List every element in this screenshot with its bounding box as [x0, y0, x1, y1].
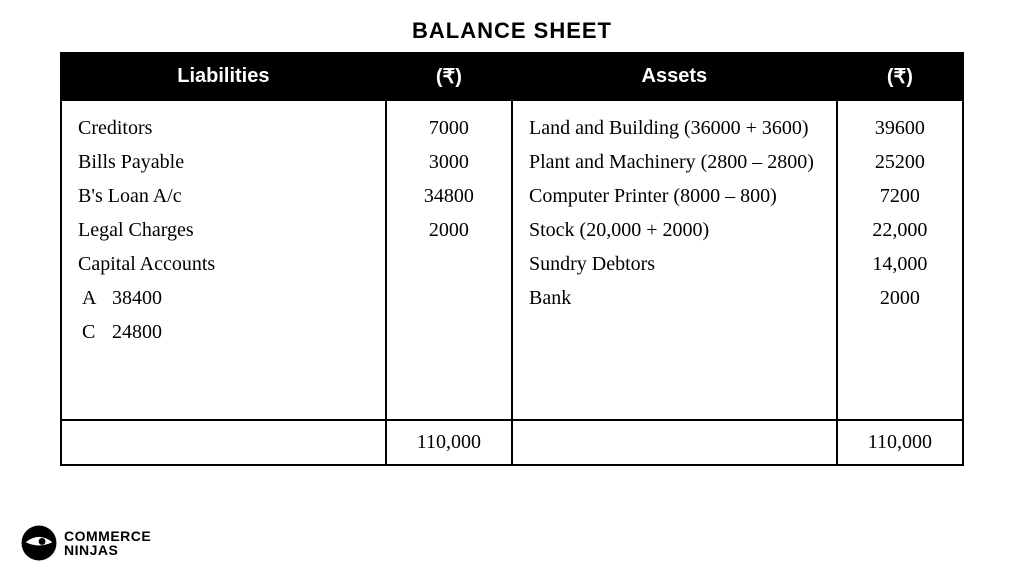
liability-label: B's Loan A/c — [78, 179, 369, 213]
asset-label: Sundry Debtors — [529, 247, 820, 281]
liability-amount — [403, 247, 495, 281]
assets-amounts-cell: 3960025200720022,00014,0002000 — [837, 100, 963, 420]
liability-amount: 3000 — [403, 145, 495, 179]
header-assets-amount: (₹) — [837, 53, 963, 100]
asset-label: Land and Building (36000 + 3600) — [529, 111, 820, 145]
header-assets: Assets — [512, 53, 837, 100]
liability-amount: 2000 — [403, 213, 495, 247]
asset-label: Stock (20,000 + 2000) — [529, 213, 820, 247]
header-liab-amount: (₹) — [386, 53, 512, 100]
asset-amount: 25200 — [854, 145, 946, 179]
capital-name: A — [82, 281, 112, 315]
capital-value: 38400 — [112, 281, 162, 315]
asset-label: Plant and Machinery (2800 – 2800) — [529, 145, 820, 179]
liability-label: Creditors — [78, 111, 369, 145]
liability-label: Legal Charges — [78, 213, 369, 247]
total-assets-label — [512, 420, 837, 465]
liability-amount: 34800 — [403, 179, 495, 213]
brand-logo: COMMERCE NINJAS — [20, 524, 151, 562]
liability-label: Capital Accounts — [78, 247, 369, 281]
asset-amount: 14,000 — [854, 247, 946, 281]
brand-line1: COMMERCE — [64, 529, 151, 543]
liabilities-labels-cell: CreditorsBills PayableB's Loan A/cLegal … — [61, 100, 386, 420]
capital-account-line: C24800 — [78, 315, 369, 349]
total-assets-amount: 110,000 — [837, 420, 963, 465]
capital-name: C — [82, 315, 112, 349]
ninja-icon — [20, 524, 58, 562]
asset-amount: 22,000 — [854, 213, 946, 247]
asset-label: Computer Printer (8000 – 800) — [529, 179, 820, 213]
liability-amount: 7000 — [403, 111, 495, 145]
header-liabilities: Liabilities — [61, 53, 386, 100]
table-header-row: Liabilities (₹) Assets (₹) — [61, 53, 963, 100]
asset-amount: 7200 — [854, 179, 946, 213]
asset-amount: 2000 — [854, 281, 946, 315]
liability-label: Bills Payable — [78, 145, 369, 179]
total-liab-label — [61, 420, 386, 465]
asset-label: Bank — [529, 281, 820, 315]
total-liab-amount: 110,000 — [386, 420, 512, 465]
brand-line2: NINJAS — [64, 543, 151, 557]
liabilities-amounts-cell: 70003000348002000 — [386, 100, 512, 420]
assets-labels-cell: Land and Building (36000 + 3600)Plant an… — [512, 100, 837, 420]
totals-row: 110,000 110,000 — [61, 420, 963, 465]
capital-value: 24800 — [112, 315, 162, 349]
capital-account-line: A38400 — [78, 281, 369, 315]
asset-amount: 39600 — [854, 111, 946, 145]
balance-sheet-table: Liabilities (₹) Assets (₹) CreditorsBill… — [60, 52, 964, 466]
table-body-row: CreditorsBills PayableB's Loan A/cLegal … — [61, 100, 963, 420]
page-title: BALANCE SHEET — [60, 18, 964, 44]
